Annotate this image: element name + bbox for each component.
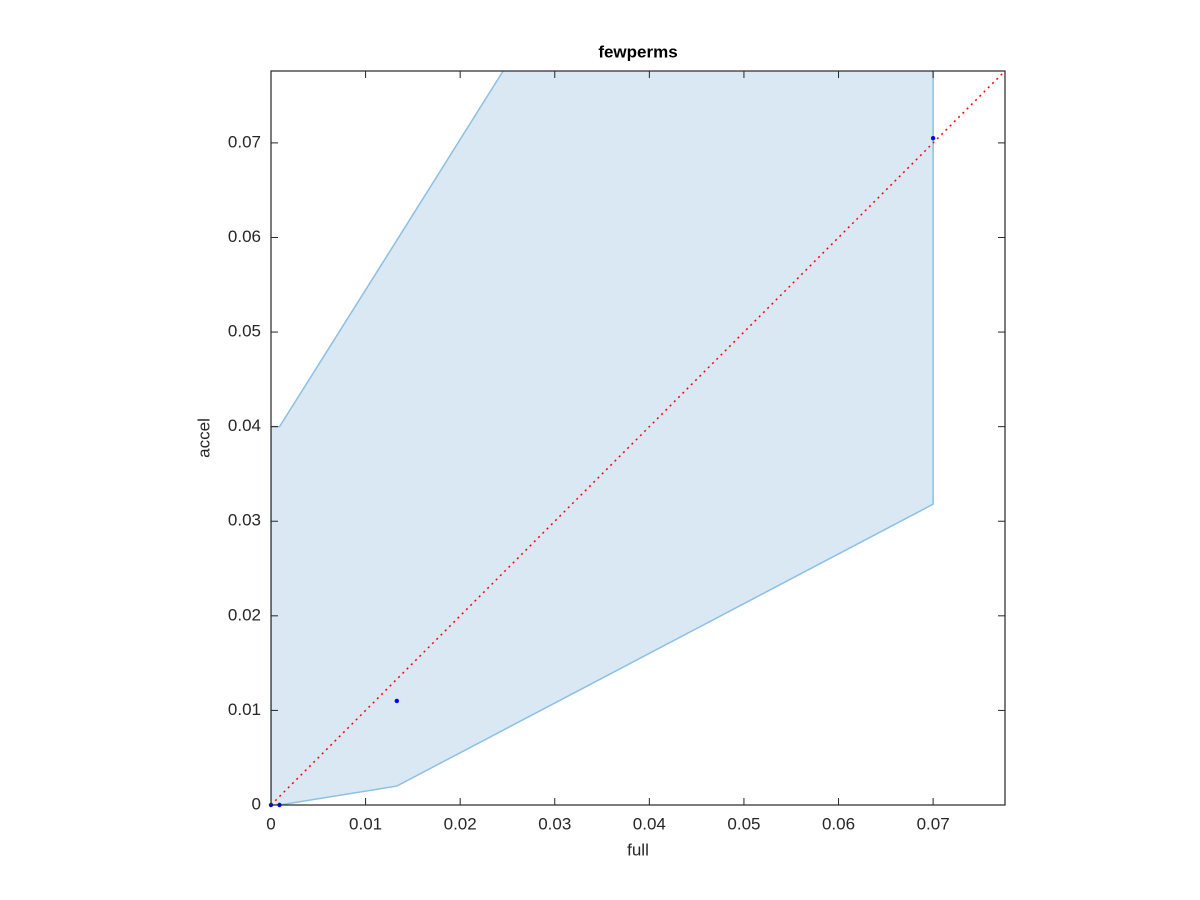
y-tick-label: 0.03 (228, 511, 261, 530)
y-tick-label: 0.02 (228, 605, 261, 624)
plot-area (271, 71, 1005, 805)
x-tick-label: 0 (266, 814, 275, 833)
y-tick-label: 0.06 (228, 227, 261, 246)
point (930, 135, 936, 141)
x-tick-label: 0.06 (822, 814, 855, 833)
identity-line (271, 71, 1005, 805)
x-axis-label: full (627, 840, 649, 859)
y-tick-label: 0.07 (228, 132, 261, 151)
y-tick-label: 0 (252, 794, 261, 813)
x-tick-label: 0.07 (917, 814, 950, 833)
chart-title: fewperms (598, 42, 677, 61)
point (394, 698, 400, 704)
x-tick-label: 0.04 (633, 814, 666, 833)
y-axis-label: accel (194, 418, 213, 458)
x-tick-label: 0.01 (349, 814, 382, 833)
x-tick-label: 0.02 (444, 814, 477, 833)
band-area (271, 71, 934, 805)
axes-box (270, 70, 1006, 806)
y-tick-label: 0.01 (228, 700, 261, 719)
x-tick-label: 0.03 (538, 814, 571, 833)
y-tick-label: 0.04 (228, 416, 261, 435)
y-tick-label: 0.05 (228, 322, 261, 341)
x-tick-label: 0.05 (727, 814, 760, 833)
